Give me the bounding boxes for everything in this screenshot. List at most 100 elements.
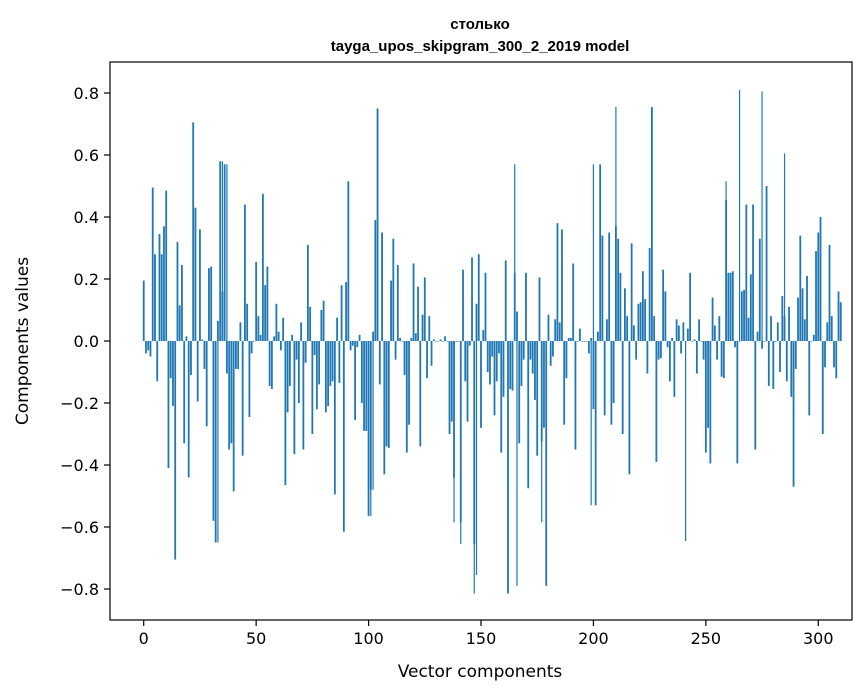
bar-233: [666, 341, 669, 348]
y-tick-label-6: 0.4: [74, 208, 99, 227]
bar-142: [462, 269, 464, 341]
bar-194: [579, 328, 581, 341]
bar-195: [581, 341, 584, 342]
bar-176: [538, 277, 541, 341]
bar-100: [367, 341, 370, 517]
bar-86: [336, 317, 338, 341]
bar-244: [691, 341, 694, 342]
bar-90: [345, 282, 347, 341]
bar-67: [293, 341, 296, 455]
bar-286: [785, 341, 788, 382]
bar-21: [190, 341, 192, 376]
bar-115: [401, 341, 404, 342]
bar-254: [713, 325, 716, 341]
bar-44: [241, 341, 244, 456]
bar-275: [761, 341, 763, 349]
bar-182: [552, 341, 554, 357]
bar-17: [181, 265, 183, 341]
bar-255: [716, 341, 718, 360]
bar-98: [363, 341, 365, 431]
bar-224: [646, 341, 649, 374]
bar-184: [556, 223, 559, 341]
bar-305: [828, 244, 831, 341]
bar-192: [574, 341, 577, 450]
bar-19: [185, 336, 188, 341]
bar-207: [608, 232, 611, 341]
bar-113: [396, 265, 399, 341]
bar-191: [572, 263, 575, 341]
bar-164: [511, 341, 514, 391]
bar-96: [358, 334, 361, 341]
bar-262: [731, 271, 734, 341]
bar-48: [250, 341, 253, 354]
bar-201: [594, 341, 597, 506]
bar-84: [331, 341, 334, 382]
bar-39: [230, 341, 233, 444]
bar-186: [561, 229, 563, 341]
bar-274: [758, 238, 761, 341]
bar-308: [835, 341, 838, 379]
bar-18: [183, 341, 186, 444]
bar-33: [217, 320, 219, 341]
bar-60: [277, 331, 280, 341]
y-tick-label-7: 0.6: [74, 146, 99, 165]
bar-125: [423, 277, 426, 341]
bar-57: [270, 341, 273, 390]
bar-214: [624, 288, 626, 341]
bar-257: [720, 341, 723, 377]
bar-26: [201, 339, 204, 341]
bar-61: [279, 341, 282, 351]
bar-267: [743, 289, 745, 341]
bar-206: [606, 319, 608, 341]
x-tick-label-6: 300: [803, 629, 834, 648]
bar-245: [693, 339, 696, 341]
bar-253: [711, 297, 714, 341]
y-tick-label-0: −0.8: [60, 580, 99, 599]
bar-221: [639, 302, 642, 341]
bar-131: [437, 341, 440, 342]
x-tick-label-3: 150: [466, 629, 497, 648]
bar-215: [626, 316, 629, 341]
x-tick-label-5: 250: [691, 629, 722, 648]
bar-135: [446, 341, 449, 342]
bar-225: [648, 248, 651, 341]
bar-116: [403, 341, 406, 376]
bar-51: [257, 316, 260, 341]
bar-240: [682, 322, 685, 341]
bar-4: [151, 187, 154, 341]
bar-45: [244, 204, 246, 341]
bar-3: [149, 341, 152, 357]
bar-197: [585, 341, 588, 342]
bar-29: [208, 268, 210, 341]
y-tick-label-3: −0.2: [60, 394, 99, 413]
bar-168: [520, 341, 523, 386]
bar-309: [837, 291, 840, 341]
bar-158: [498, 341, 500, 354]
bar-118: [408, 341, 410, 425]
bar-204: [601, 235, 604, 341]
bar-172: [529, 341, 532, 360]
bar-295: [806, 275, 808, 341]
bar-62: [282, 317, 285, 341]
bar-307: [833, 341, 835, 368]
bar-46: [246, 303, 249, 341]
bar-193: [576, 341, 579, 342]
bar-80: [322, 300, 325, 341]
bar-189: [567, 337, 570, 341]
bar-260: [727, 272, 730, 341]
bar-136: [448, 341, 451, 434]
bar-120: [412, 263, 415, 341]
bar-144: [466, 341, 469, 422]
plot-area-frame: [109, 61, 853, 621]
bar-188: [565, 341, 568, 379]
bar-227: [653, 316, 656, 341]
bar-54: [264, 285, 267, 341]
bar-49: [253, 341, 255, 342]
bar-85: [333, 341, 336, 495]
bar-213: [621, 341, 624, 434]
bar-16: [178, 305, 181, 341]
bar-163: [509, 341, 512, 390]
x-tick-label-2: 100: [353, 629, 384, 648]
bar-296: [808, 341, 811, 416]
bar-272: [754, 341, 757, 450]
